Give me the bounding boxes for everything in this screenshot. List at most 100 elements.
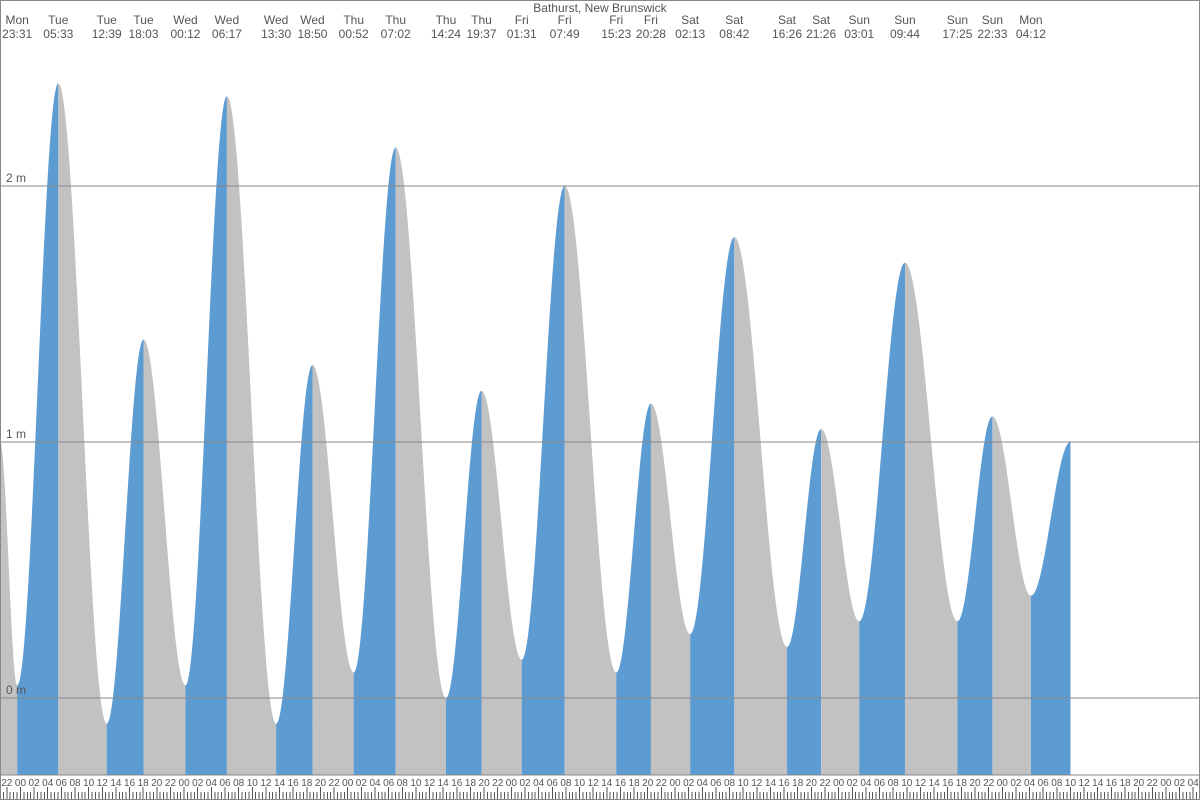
top-label-time: 00:52 <box>339 27 369 41</box>
top-label-day: Sun <box>947 13 968 27</box>
x-tick-label: 04 <box>206 778 218 789</box>
tide-chart-container: { "title": "Bathurst, New Brunswick", "w… <box>0 0 1200 800</box>
tide-rising-lobe <box>787 429 821 775</box>
x-tick-label: 22 <box>983 778 995 789</box>
top-label-time: 14:24 <box>431 27 461 41</box>
top-label-day: Fri <box>609 13 623 27</box>
x-tick-label: 22 <box>492 778 504 789</box>
top-label-time: 07:49 <box>550 27 580 41</box>
x-tick-label: 22 <box>1 778 13 789</box>
top-label-time: 06:17 <box>212 27 242 41</box>
x-tick-label: 08 <box>233 778 245 789</box>
x-tick-label: 18 <box>301 778 313 789</box>
x-tick-label: 16 <box>615 778 627 789</box>
x-tick-label: 10 <box>901 778 913 789</box>
x-tick-label: 04 <box>1024 778 1036 789</box>
top-label-day: Wed <box>264 13 288 27</box>
x-tick-label: 14 <box>765 778 777 789</box>
x-tick-label: 14 <box>110 778 122 789</box>
tide-falling-lobe <box>396 147 446 775</box>
top-label-day: Sat <box>681 13 700 27</box>
x-tick-label: 14 <box>601 778 613 789</box>
x-tick-label: 08 <box>560 778 572 789</box>
top-label-day: Mon <box>6 13 29 27</box>
x-tick-label: 18 <box>138 778 150 789</box>
x-tick-label: 22 <box>1147 778 1159 789</box>
top-label-time: 22:33 <box>977 27 1007 41</box>
x-tick-label: 06 <box>547 778 559 789</box>
x-tick-label: 12 <box>97 778 109 789</box>
x-tick-label: 02 <box>519 778 531 789</box>
x-tick-label: 02 <box>192 778 204 789</box>
top-label-day: Sun <box>849 13 870 27</box>
tide-falling-lobe <box>144 340 186 775</box>
x-tick-label: 14 <box>438 778 450 789</box>
tide-rising-lobe <box>957 416 992 775</box>
top-time-labels: Mon23:31Tue05:33Tue12:39Tue18:03Wed00:12… <box>2 13 1046 41</box>
top-label-time: 16:26 <box>772 27 802 41</box>
tide-falling-lobe <box>734 237 787 775</box>
top-label-day: Sat <box>812 13 831 27</box>
x-axis-ruler: 2200020406081012141618202200020406081012… <box>0 775 1200 800</box>
top-label-day: Fri <box>644 13 658 27</box>
x-tick-label: 04 <box>1188 778 1200 789</box>
x-tick-label: 18 <box>629 778 641 789</box>
x-tick-label: 14 <box>1092 778 1104 789</box>
x-tick-label: 22 <box>656 778 668 789</box>
tide-falling-lobe <box>821 429 859 775</box>
tide-falling-lobe <box>312 365 353 775</box>
x-tick-label: 18 <box>465 778 477 789</box>
x-tick-label: 20 <box>151 778 163 789</box>
x-tick-label: 06 <box>874 778 886 789</box>
top-label-time: 09:44 <box>890 27 920 41</box>
tide-rising-lobe <box>185 96 226 775</box>
tide-falling-lobe <box>482 391 522 775</box>
top-label-time: 21:26 <box>806 27 836 41</box>
top-label-time: 17:25 <box>942 27 972 41</box>
x-tick-label: 16 <box>1106 778 1118 789</box>
top-label-day: Sun <box>982 13 1003 27</box>
tide-rising-lobe <box>276 365 312 775</box>
top-label-day: Mon <box>1019 13 1042 27</box>
x-tick-label: 06 <box>1038 778 1050 789</box>
top-label-day: Thu <box>343 13 364 27</box>
x-tick-label: 12 <box>424 778 436 789</box>
top-label-time: 03:01 <box>844 27 874 41</box>
top-label-time: 01:31 <box>507 27 537 41</box>
x-tick-label: 12 <box>260 778 272 789</box>
top-label-day: Fri <box>515 13 529 27</box>
x-tick-label: 04 <box>860 778 872 789</box>
x-tick-label: 10 <box>247 778 259 789</box>
top-label-time: 04:12 <box>1016 27 1046 41</box>
x-tick-label: 02 <box>29 778 41 789</box>
top-label-day: Thu <box>471 13 492 27</box>
x-tick-label: 14 <box>929 778 941 789</box>
x-tick-label: 14 <box>274 778 286 789</box>
x-tick-label: 00 <box>15 778 27 789</box>
top-label-time: 02:13 <box>675 27 705 41</box>
top-label-time: 07:02 <box>381 27 411 41</box>
top-label-day: Fri <box>558 13 572 27</box>
x-tick-label: 16 <box>451 778 463 789</box>
x-tick-label: 18 <box>956 778 968 789</box>
top-label-time: 00:12 <box>170 27 200 41</box>
tide-chart-svg: 0 m1 m2 m Mon23:31Tue05:33Tue12:39Tue18:… <box>0 0 1200 800</box>
x-tick-label: 20 <box>969 778 981 789</box>
x-tick-label: 10 <box>410 778 422 789</box>
top-label-day: Sun <box>894 13 915 27</box>
top-label-time: 20:28 <box>636 27 666 41</box>
x-tick-label: 06 <box>56 778 68 789</box>
top-label-day: Tue <box>48 13 69 27</box>
tide-falling-lobe <box>0 442 17 775</box>
tide-fills <box>0 83 1070 775</box>
x-tick-label: 16 <box>288 778 300 789</box>
x-tick-label: 00 <box>669 778 681 789</box>
top-label-time: 19:37 <box>466 27 496 41</box>
x-tick-label: 10 <box>1065 778 1077 789</box>
x-tick-label: 06 <box>219 778 231 789</box>
x-tick-label: 12 <box>1079 778 1091 789</box>
top-label-day: Tue <box>133 13 154 27</box>
x-tick-label: 06 <box>710 778 722 789</box>
tide-rising-lobe <box>446 391 482 775</box>
x-tick-label: 08 <box>1051 778 1063 789</box>
